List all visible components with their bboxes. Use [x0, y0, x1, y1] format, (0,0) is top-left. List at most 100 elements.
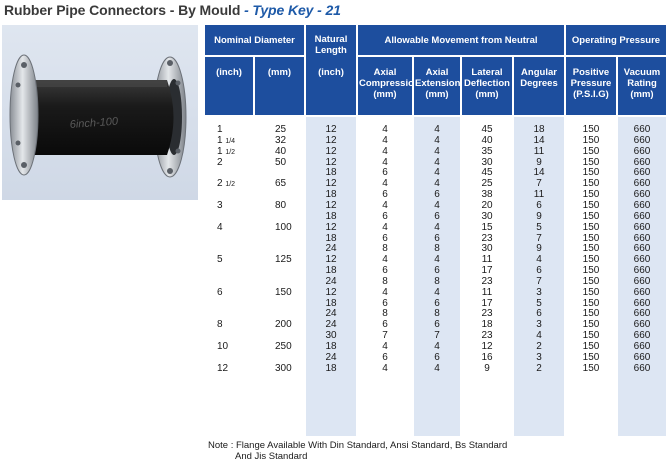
cell-length: 18: [325, 210, 337, 222]
cell-length: 18: [325, 341, 337, 352]
header-axial-compression: Axial Compression (mm): [358, 57, 420, 115]
cell-length: 24: [325, 275, 337, 287]
band-length: [306, 117, 356, 436]
cell-positive-pressure: 150: [582, 189, 600, 201]
cell-angular-degrees: 11: [533, 145, 545, 157]
cell-axial-extension: 4: [434, 156, 440, 168]
page-title: Rubber Pipe Connectors - By Mould - Type…: [4, 2, 341, 18]
cell-length: 24: [325, 351, 337, 363]
band-angular: [514, 117, 564, 436]
cell-axial-extension: 6: [434, 351, 440, 363]
cell-axial-compression: 6: [382, 232, 388, 244]
cell-angular-degrees: 6: [536, 265, 542, 277]
cell-length: 18: [325, 189, 337, 201]
cell-length: 12: [325, 156, 337, 168]
cell-angular-degrees: 9: [536, 243, 542, 255]
rubber-connector-illustration: 6inch-100: [9, 54, 187, 178]
cell-vacuum-rating: 660: [633, 330, 651, 342]
cell-lateral-deflection: 16: [481, 351, 493, 363]
cell-positive-pressure: 150: [582, 221, 600, 233]
cell-vacuum-rating: 660: [633, 308, 651, 320]
cell-angular-degrees: 3: [536, 286, 542, 298]
size-inch: 2: [217, 156, 223, 168]
cell-axial-compression: 4: [382, 134, 388, 146]
cell-axial-compression: 4: [382, 199, 388, 211]
cell-lateral-deflection: 23: [481, 232, 493, 244]
cell-axial-extension: 4: [434, 134, 440, 146]
cell-axial-extension: 7: [434, 330, 440, 342]
cell-axial-compression: 8: [382, 308, 388, 320]
cell-lateral-deflection: 23: [481, 330, 493, 342]
cell-lateral-deflection: 25: [481, 178, 493, 190]
cell-lateral-deflection: 17: [481, 297, 493, 309]
cell-length: 12: [325, 124, 337, 135]
cell-lateral-deflection: 20: [481, 199, 493, 211]
cell-axial-extension: 4: [434, 167, 440, 179]
size-mm: 100: [275, 221, 292, 233]
cell-axial-extension: 6: [434, 319, 440, 331]
footnote-line-1: Note : Flange Available With Din Standar…: [208, 440, 508, 451]
cell-axial-compression: 6: [382, 319, 388, 331]
cell-length: 24: [325, 243, 337, 255]
header-axial-extension: Axial Extension (mm): [414, 57, 460, 115]
cell-vacuum-rating: 660: [633, 189, 651, 201]
cell-lateral-deflection: 12: [481, 341, 493, 352]
cell-lateral-deflection: 45: [481, 167, 493, 179]
cell-axial-compression: 8: [382, 243, 388, 255]
cell-positive-pressure: 150: [582, 265, 600, 277]
cell-positive-pressure: 150: [582, 145, 600, 157]
cell-length: 18: [325, 297, 337, 309]
cell-positive-pressure: 150: [582, 210, 600, 222]
cell-length: 12: [325, 178, 337, 190]
cell-positive-pressure: 150: [582, 134, 600, 146]
cell-axial-extension: 6: [434, 232, 440, 244]
cell-angular-degrees: 3: [536, 319, 542, 331]
header-angular-degrees: Angular Degrees: [514, 57, 564, 115]
cell-lateral-deflection: 23: [481, 275, 493, 287]
cell-axial-compression: 4: [382, 178, 388, 190]
size-mm: 250: [275, 341, 292, 352]
cell-length: 12: [325, 221, 337, 233]
size-inch: 3: [217, 199, 223, 211]
cell-length: 18: [325, 265, 337, 277]
cell-axial-extension: 4: [434, 286, 440, 298]
cell-positive-pressure: 150: [582, 178, 600, 190]
cell-length: 18: [325, 232, 337, 244]
cell-axial-extension: 6: [434, 297, 440, 309]
cell-axial-extension: 4: [434, 341, 440, 352]
cell-axial-extension: 4: [434, 254, 440, 266]
size-inch: 2 1/2: [217, 178, 236, 190]
cell-axial-compression: 6: [382, 189, 388, 201]
header-lateral-deflection: Lateral Deflection (mm): [462, 57, 512, 115]
cell-lateral-deflection: 30: [481, 210, 493, 222]
cell-vacuum-rating: 660: [633, 124, 651, 135]
cell-vacuum-rating: 660: [633, 145, 651, 157]
cell-axial-compression: 4: [382, 341, 388, 352]
cell-angular-degrees: 7: [536, 232, 542, 244]
spec-table: Nominal Diameter Natural Length Allowabl…: [205, 25, 666, 436]
cell-angular-degrees: 4: [536, 254, 542, 266]
title-sub: - Type Key - 21: [244, 2, 341, 18]
cell-axial-compression: 4: [382, 286, 388, 298]
header-inch: (inch): [205, 57, 253, 115]
size-inch: 1: [217, 124, 223, 135]
footnote-line-2: And Jis Standard: [235, 451, 308, 462]
cell-angular-degrees: 5: [536, 221, 542, 233]
cell-lateral-deflection: 18: [481, 319, 493, 331]
cell-angular-degrees: 3: [536, 351, 542, 363]
cell-axial-compression: 4: [382, 362, 388, 374]
cell-angular-degrees: 9: [536, 156, 542, 168]
cell-vacuum-rating: 660: [633, 297, 651, 309]
cell-axial-compression: 4: [382, 221, 388, 233]
cell-angular-degrees: 7: [536, 275, 542, 287]
size-inch-fraction: 1/2: [225, 148, 236, 156]
size-mm: 80: [275, 199, 287, 211]
connector-marking: 6inch-100: [69, 116, 119, 131]
size-inch: 12: [217, 362, 229, 374]
cell-lateral-deflection: 9: [484, 362, 490, 374]
cell-length: 12: [325, 286, 337, 298]
cell-length: 18: [325, 167, 337, 179]
cell-lateral-deflection: 17: [481, 265, 493, 277]
cell-angular-degrees: 2: [536, 341, 542, 352]
cell-lateral-deflection: 30: [481, 243, 493, 255]
